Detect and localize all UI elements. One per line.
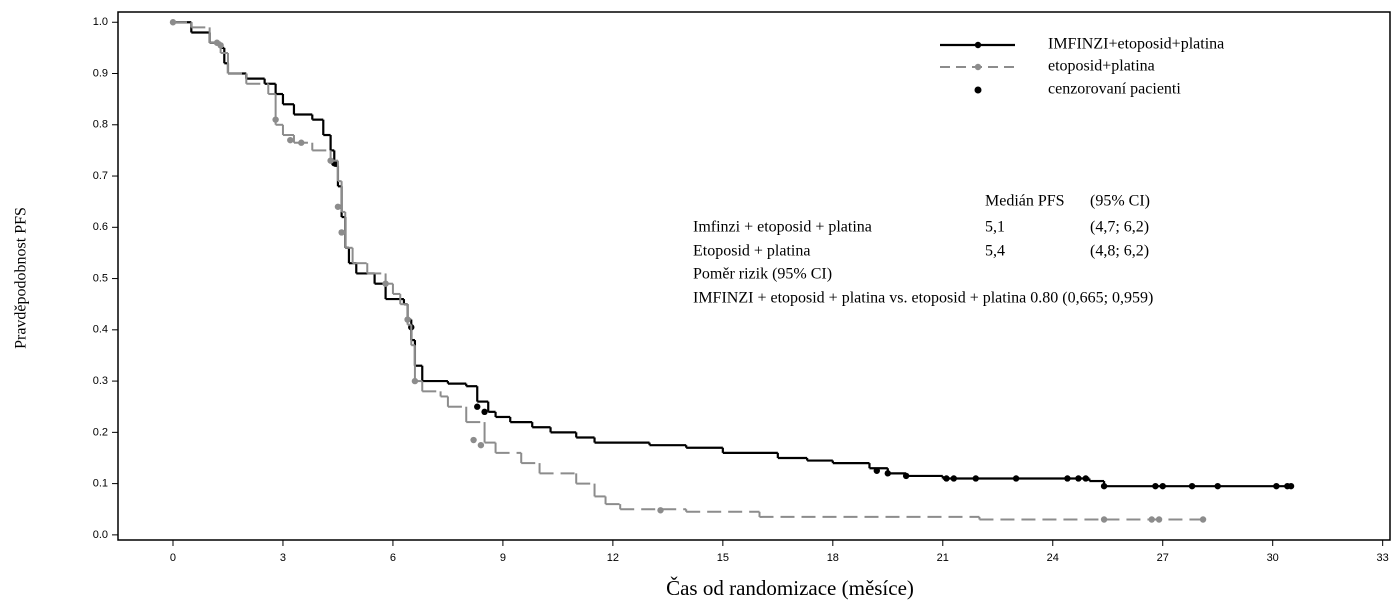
censor-marker [217,42,224,49]
censor-marker [950,475,957,482]
x-tick-label: 30 [1267,552,1279,564]
censor-marker [884,470,891,477]
censor-marker [1148,516,1155,523]
legend-marker [974,63,982,71]
censor-marker [481,408,488,416]
censor-marker [1287,482,1295,490]
x-tick-label: 6 [390,552,396,564]
y-tick-label: 0.5 [93,272,108,284]
y-tick-label: 0.7 [93,170,108,182]
x-axis-label: Čas od randomizace (měsíce) [666,576,914,600]
plot-frame [117,11,1391,541]
censor-marker [298,139,305,146]
legend-marker [974,41,982,49]
censor-marker [169,19,177,26]
annotation-cell: Etoposid + platina [693,243,810,260]
censor-marker [873,467,881,474]
censor-marker [943,475,950,482]
censor-marker [272,116,279,123]
censor-marker [334,203,342,210]
censor-marker [382,280,389,287]
x-tick-label: 33 [1377,552,1389,564]
censor-marker [477,441,485,449]
censor-marker [1155,516,1163,523]
y-tick-label: 0.4 [93,324,108,336]
annotation-cell: 5,4 [985,243,1005,260]
censor-marker [1152,482,1159,490]
y-tick-label: 0.9 [93,67,108,79]
legend-label: IMFINZI+etoposid+platina [1048,36,1224,53]
y-tick-label: 0.3 [93,375,108,387]
censor-marker [1159,482,1166,490]
x-tick-label: 21 [937,552,949,564]
annotation-cell: 5,1 [985,219,1005,236]
annotation-hr-text: IMFINZI + etoposid + platina vs. etoposi… [693,290,1153,307]
legend-label: cenzorovaní pacienti [1048,81,1181,98]
x-tick-label: 24 [1047,552,1059,564]
legend-censor-symbol [974,86,982,94]
y-tick-label: 0.6 [93,221,108,233]
censor-marker [972,475,979,482]
censor-marker [338,229,345,236]
x-tick-label: 15 [717,552,729,564]
annotation-header: (95% CI) [1090,193,1150,210]
censor-marker [287,136,294,144]
x-tick-label: 9 [500,552,506,564]
legend-label: etoposid+platina [1048,58,1155,75]
censor-marker [1012,475,1020,482]
y-tick-label: 0.2 [93,426,108,438]
annotation-cell: (4,8; 6,2) [1090,243,1149,260]
censor-marker [1273,482,1280,490]
censor-marker [1199,516,1207,523]
censor-marker [404,316,411,323]
annotation-hr-title: Poměr rizik (95% CI) [693,266,832,283]
x-tick-label: 3 [280,552,286,564]
y-tick-label: 0.1 [93,478,108,490]
censor-marker [1100,516,1108,523]
censor-marker [1214,482,1221,490]
censor-marker [1075,475,1082,482]
y-tick-label: 1.0 [93,16,108,28]
censor-marker [411,377,419,385]
y-tick-label: 0.0 [93,529,108,541]
x-tick-label: 12 [607,552,619,564]
y-axis-label: Pravděpodobnost PFS [13,207,30,349]
censor-marker [1100,482,1108,490]
x-tick-label: 0 [170,552,176,564]
censor-marker [1082,475,1089,482]
censor-marker [474,403,481,410]
censor-marker [657,507,664,514]
annotation-cell: (4,7; 6,2) [1090,219,1149,236]
censor-marker [1188,482,1196,490]
x-tick-label: 18 [827,552,839,564]
y-tick-label: 0.8 [93,119,108,131]
censor-marker [327,157,334,164]
x-tick-label: 27 [1157,552,1169,564]
censor-marker [902,472,910,480]
censor-marker [1064,475,1071,482]
annotation-cell: Imfinzi + etoposid + platina [693,219,872,236]
censor-marker [470,436,477,444]
annotation-header: Medián PFS [985,193,1065,210]
